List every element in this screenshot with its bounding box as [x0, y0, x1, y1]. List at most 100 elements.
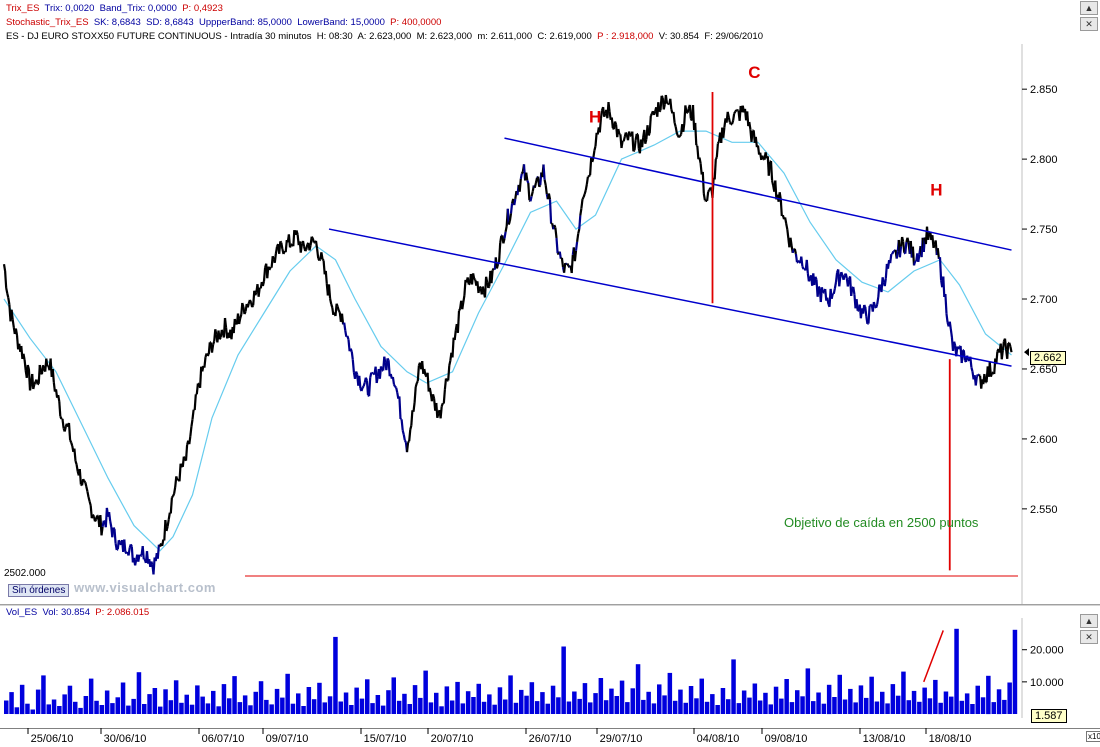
volume-bar — [938, 702, 943, 715]
price-segment — [129, 543, 133, 547]
orders-button[interactable]: Sin órdenes — [8, 584, 70, 597]
instrument-hour: H: 08:30 — [316, 31, 353, 42]
price-segment — [391, 376, 396, 385]
volume-bar — [773, 686, 779, 714]
price-segment — [527, 183, 531, 201]
volume-bar — [779, 698, 784, 714]
price-segment — [867, 305, 871, 324]
price-segment — [279, 240, 283, 244]
stochastic-header: Stochastic_Trix_ES SK: 8,6843 SD: 8,6843… — [6, 17, 441, 28]
scroll-up-button[interactable]: ▲ — [1080, 1, 1098, 15]
time-tick-label: 09/07/10 — [266, 733, 309, 745]
head-label: C — [748, 63, 760, 82]
price-segment — [271, 255, 275, 260]
volume-bar — [322, 702, 327, 714]
price-segment — [278, 241, 282, 254]
volume-bar — [211, 690, 216, 714]
volume-bar — [964, 693, 970, 714]
volume-bar — [614, 696, 619, 714]
volume-bar — [943, 691, 949, 714]
price-segment — [63, 426, 67, 432]
close-panel-button[interactable]: ✕ — [1080, 17, 1098, 31]
volume-bar — [540, 692, 545, 714]
price-segment — [949, 328, 953, 338]
price-segment — [584, 184, 588, 191]
volume-bar — [94, 700, 99, 714]
price-segment — [499, 235, 503, 244]
volume-bar — [970, 704, 975, 714]
price-segment — [273, 253, 277, 263]
price-segment — [962, 350, 966, 361]
volume-bar — [115, 697, 120, 714]
price-segment — [726, 111, 730, 118]
time-axis: 25/06/10 30/06/10 06/07/10 09/07/10 15/07/10… — [0, 728, 1100, 745]
price-segment — [684, 105, 688, 114]
price-segment — [172, 493, 176, 497]
volume-chart[interactable]: 10.000 20.000 — [0, 618, 1100, 718]
price-segment — [688, 104, 692, 119]
price-segment — [57, 394, 61, 402]
volume-bar — [4, 700, 9, 714]
price-segment — [487, 285, 491, 289]
instrument-low: m: 2.611,000 — [477, 31, 533, 42]
price-segment — [461, 302, 465, 310]
price-chart[interactable]: 2.550 2.600 2.650 2.700 2.750 2.800 2.850 H C H Ob… — [0, 44, 1100, 604]
price-segment — [127, 547, 131, 556]
volume-bar — [757, 700, 763, 714]
panel-divider[interactable] — [0, 604, 1100, 606]
price-segment — [314, 240, 319, 249]
price-segment — [636, 134, 640, 149]
price-segment — [238, 318, 242, 325]
volume-bar — [370, 703, 375, 714]
volume-bar — [418, 697, 423, 714]
volume-bar — [694, 698, 699, 715]
volume-bar — [768, 704, 773, 714]
price-segment — [554, 227, 558, 239]
price-segment — [123, 539, 127, 552]
price-segment — [308, 244, 312, 251]
upper-channel-trendline — [504, 137, 1012, 251]
price-segment — [38, 364, 42, 373]
price-segment — [793, 248, 797, 255]
volume-bar — [895, 695, 901, 714]
price-segment — [695, 144, 698, 147]
time-tick-label: 15/07/10 — [364, 733, 407, 745]
price-segment — [304, 249, 308, 252]
volume-scroll-up-button[interactable]: ▲ — [1080, 614, 1098, 628]
volume-bar — [386, 690, 391, 714]
price-segment — [138, 554, 142, 557]
price-segment — [212, 340, 216, 346]
price-segment — [481, 286, 485, 293]
volume-close-panel-button[interactable]: ✕ — [1080, 630, 1098, 644]
price-segment — [416, 365, 420, 382]
volume-bar — [550, 685, 556, 714]
stochastic-upper: UppperBand: 85,0000 — [198, 17, 292, 28]
volume-bar — [444, 686, 450, 714]
price-segment — [733, 111, 737, 114]
price-segment — [865, 316, 869, 324]
price-segment — [730, 120, 735, 125]
volume-bar — [927, 698, 933, 715]
price-segment — [520, 171, 524, 175]
price-segment — [458, 308, 462, 312]
volume-bar — [365, 679, 370, 714]
price-segment — [358, 375, 362, 389]
volume-bar — [237, 702, 243, 714]
price-segment — [974, 376, 978, 386]
price-segment — [405, 442, 410, 453]
price-segment — [641, 137, 645, 148]
volume-bar — [338, 701, 343, 714]
volume-bar — [986, 675, 991, 715]
volume-bar — [343, 692, 349, 714]
time-tick-label: 20/07/10 — [431, 733, 474, 745]
price-segment — [141, 546, 145, 560]
price-segment — [582, 193, 586, 198]
price-segment — [891, 250, 895, 255]
stochastic-name: Stochastic_Trix_ES — [6, 17, 89, 28]
volume-bar — [715, 705, 720, 714]
price-segment — [977, 373, 980, 377]
price-segment — [591, 157, 595, 163]
price-tick-label: 2.800 — [1030, 154, 1058, 166]
price-segment — [577, 228, 581, 235]
price-segment — [408, 429, 412, 442]
